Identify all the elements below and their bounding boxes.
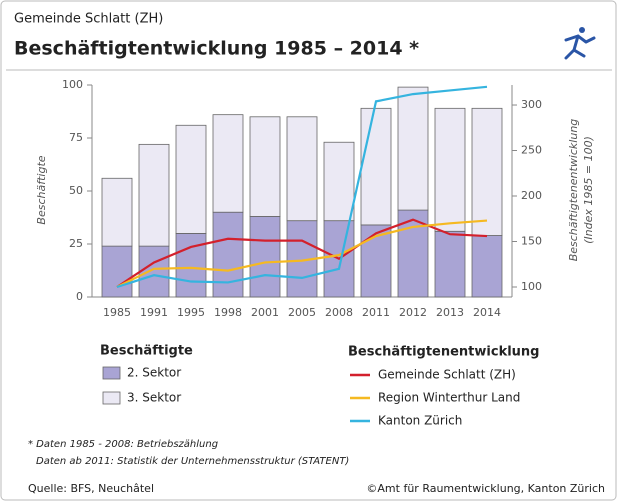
legend-title: Beschäftigtenentwicklung [348, 345, 540, 360]
bar-segment [101, 245, 133, 298]
y2-axis-label: Beschäftigtenentwicklung [567, 119, 580, 262]
bar-segment [249, 116, 281, 217]
footnote: * Daten 1985 - 2008: Betriebszählung [28, 439, 218, 450]
line-series [116, 218, 488, 288]
y2-tick-label: 100 [521, 280, 542, 293]
y2-tick-label: 250 [521, 144, 542, 157]
y2-axis-label: (Index 1985 = 100) [582, 136, 595, 244]
bar-segment [471, 107, 503, 236]
bar-segment [360, 107, 392, 226]
bar-segment [175, 232, 207, 298]
y2-tick-label: 200 [521, 189, 542, 202]
bar-segment [175, 124, 207, 234]
x-tick-label: 2014 [473, 306, 501, 319]
y-tick-label: 100 [62, 78, 83, 91]
bar-segment [434, 107, 466, 232]
bar-segment [212, 114, 244, 213]
x-tick-label: 2005 [288, 306, 316, 319]
x-tick-label: 2011 [362, 306, 390, 319]
bar-segment [434, 230, 466, 298]
y2-tick-label: 150 [521, 234, 542, 247]
y-tick-label: 75 [69, 131, 83, 144]
bar-segment [397, 86, 429, 211]
bar-segment [138, 143, 170, 247]
legend-label: Region Winterthur Land [378, 391, 520, 405]
chart-title: Beschäftigtentwicklung 1985 – 2014 * [14, 38, 419, 60]
legend-swatch [102, 391, 121, 405]
chart-header: Gemeinde Schlatt (ZH) [14, 12, 163, 27]
y-tick-label: 50 [69, 184, 83, 197]
bar-segment [471, 235, 503, 298]
legend-swatch [102, 366, 121, 380]
line-series [116, 219, 488, 288]
y2-tick-label: 300 [521, 98, 542, 111]
legend-label: 3. Sektor [127, 391, 181, 405]
bar-segment [286, 116, 318, 222]
y-axis-label: Beschäftigte [35, 155, 48, 224]
bar-segment [101, 177, 133, 247]
y-tick-label: 0 [76, 290, 83, 303]
legend-label: Gemeinde Schlatt (ZH) [378, 368, 516, 382]
legend-label: Kanton Zürich [378, 414, 462, 428]
y-tick-label: 25 [69, 237, 83, 250]
x-tick-label: 1991 [140, 306, 168, 319]
logo [564, 27, 596, 60]
copyright: ©Amt für Raumentwicklung, Kanton Zürich [366, 482, 605, 495]
bar-segment [249, 216, 281, 298]
x-tick-label: 2013 [436, 306, 464, 319]
x-tick-label: 2001 [251, 306, 279, 319]
legend-title: Beschäftigte [100, 344, 193, 359]
x-tick-label: 2012 [399, 306, 427, 319]
x-tick-label: 1985 [103, 306, 131, 319]
bar-segment [212, 211, 244, 298]
legend-label: 2. Sektor [127, 366, 181, 380]
x-tick-label: 1998 [214, 306, 242, 319]
x-tick-label: 1995 [177, 306, 205, 319]
bar-segment [138, 245, 170, 298]
x-tick-label: 2008 [325, 306, 353, 319]
source: Quelle: BFS, Neuchâtel [28, 482, 154, 495]
bar-segment [323, 141, 355, 222]
line-series [116, 85, 488, 289]
footnote: Daten ab 2011: Statistik der Unternehmen… [36, 456, 349, 467]
